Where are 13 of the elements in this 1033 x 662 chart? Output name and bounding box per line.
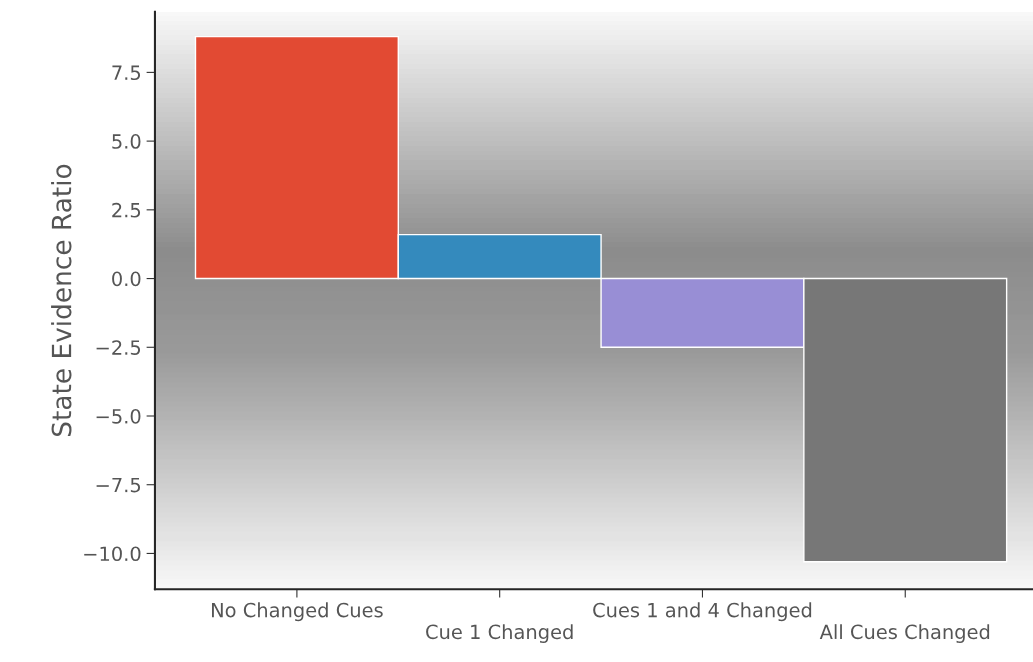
y-tick-label: 5.0 <box>112 134 141 149</box>
x-tick-label: All Cues Changed <box>819 624 990 643</box>
x-tick-label: No Changed Cues <box>212 602 383 622</box>
x-tick-label: Cue 1 Changed <box>426 624 573 643</box>
x-tick-label: Cues 1 and 4 Changed <box>593 602 812 622</box>
y-tick-label: 2.5 <box>112 202 141 218</box>
y-tick-label: −7.5 <box>96 477 141 493</box>
y-tick-label: −10.0 <box>84 546 141 562</box>
y-axis-title: State Evidence Ratio <box>51 164 72 437</box>
y-tick-label: 7.5 <box>112 65 141 81</box>
y-tick-label: −5.0 <box>96 408 141 424</box>
y-tick-label: 0.0 <box>112 271 141 287</box>
y-tick-label: −2.5 <box>96 340 141 355</box>
